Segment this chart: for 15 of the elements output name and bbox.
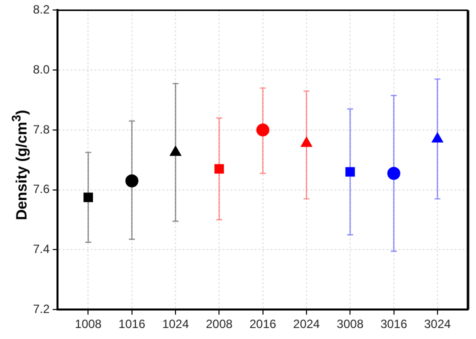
y-tick-label: 7.2 (32, 302, 50, 316)
x-tick-label: 3016 (380, 317, 408, 332)
y-tick-label: 8.0 (32, 62, 50, 76)
x-tick-label: 1016 (118, 317, 146, 332)
x-tick-label: 3024 (424, 317, 452, 332)
y-tick-label: 8.2 (32, 2, 50, 17)
y-tick-label: 7.8 (32, 122, 50, 136)
x-tick-label: 2024 (293, 317, 320, 332)
x-tick-label: 1008 (74, 317, 102, 332)
x-tick-label: 1024 (162, 317, 190, 332)
x-tick-label: 2008 (206, 317, 233, 332)
y-tick-label: 7.4 (32, 242, 50, 256)
x-tick-label: 2016 (249, 317, 277, 332)
y-tick-label: 7.6 (32, 182, 50, 196)
x-tick-label: 3008 (336, 317, 364, 332)
